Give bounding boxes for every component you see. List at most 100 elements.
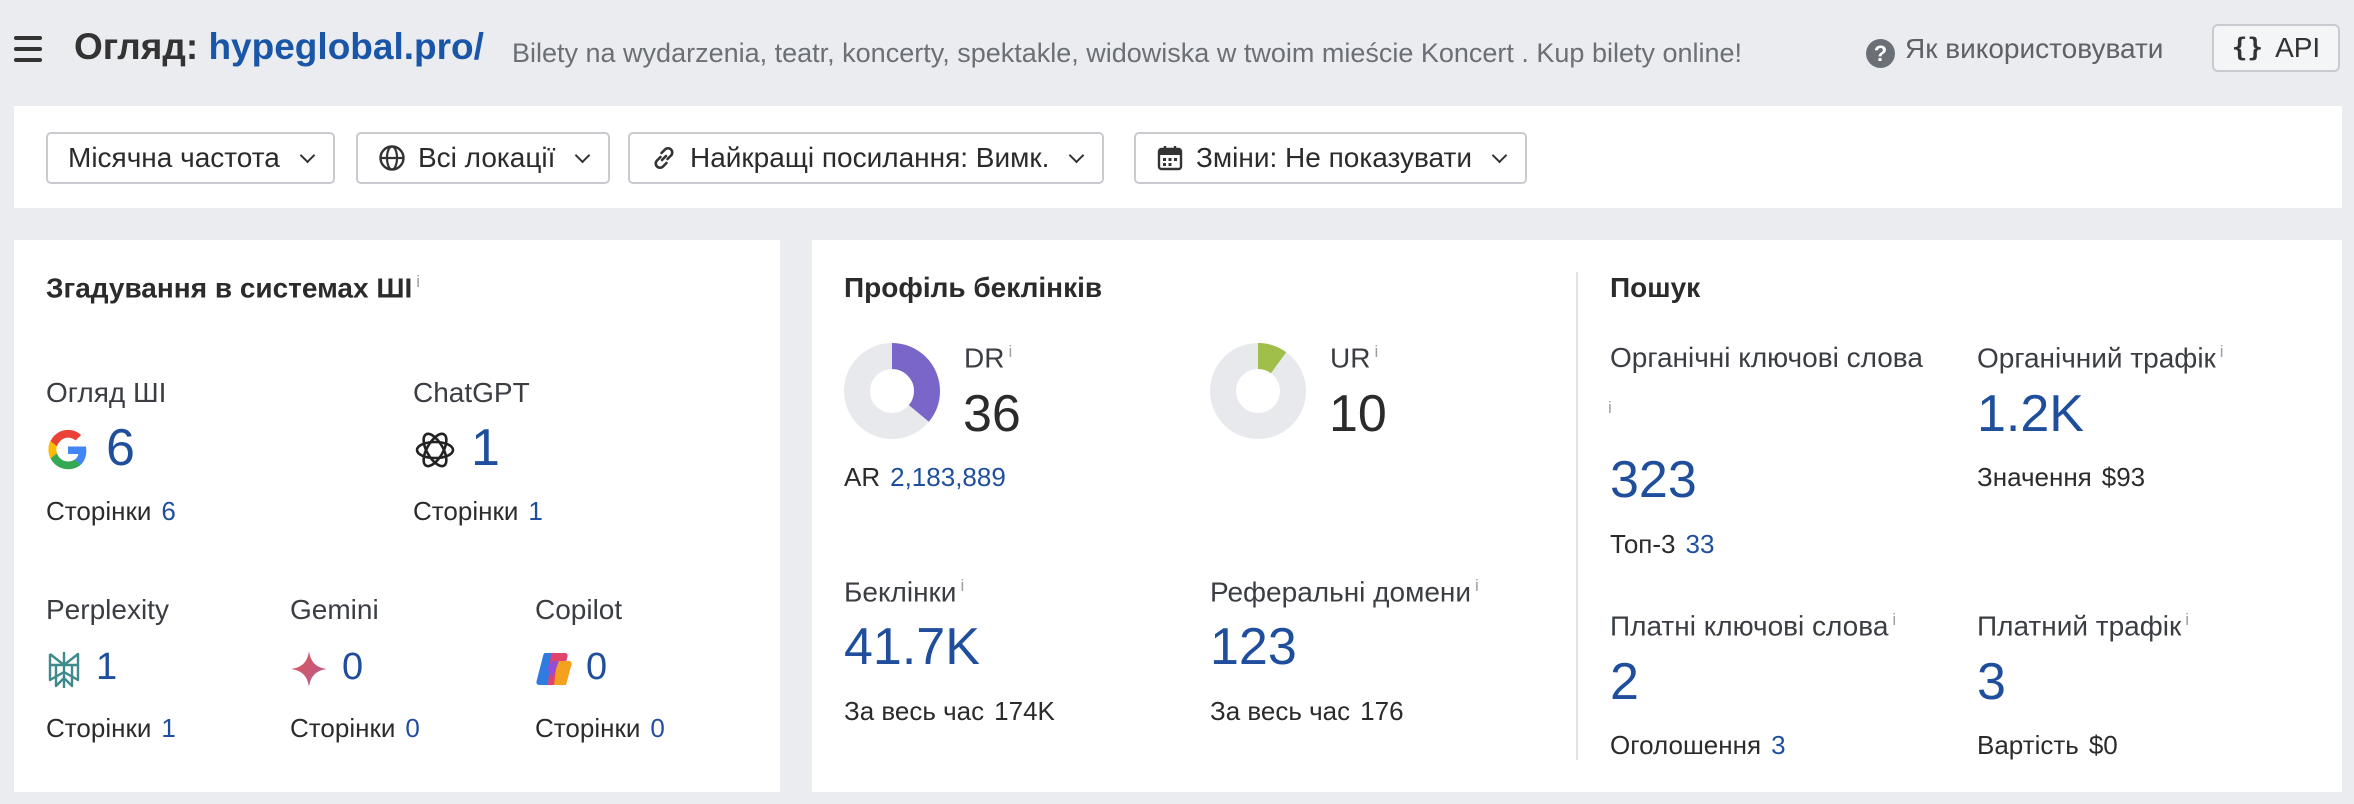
- top3-label: Топ-3: [1610, 529, 1676, 559]
- pages-label: Сторінки: [413, 496, 519, 526]
- organic-traffic-value[interactable]: 1.2K: [1977, 385, 2084, 443]
- backlinks-label-text: Беклінки: [844, 576, 957, 608]
- best-links-dropdown-label: Найкращі посилання: Вимк.: [690, 142, 1050, 173]
- ar-row: AR 2,183,889: [844, 462, 1006, 493]
- filter-bar: Місячна частота Всі локації Найкращі пос…: [14, 106, 2342, 208]
- backlinks-label: Беклінки i: [844, 576, 964, 608]
- ar-label: AR: [844, 462, 881, 492]
- copilot-pages: Сторінки 0: [535, 713, 665, 744]
- backlinks-all-time: За весь час 174K: [844, 696, 1055, 727]
- info-icon[interactable]: i: [2185, 610, 2190, 629]
- top3-value[interactable]: 33: [1685, 529, 1715, 559]
- perplexity-icon: [48, 652, 80, 688]
- cost-row: Вартість $0: [1977, 730, 2118, 761]
- info-icon[interactable]: i: [1475, 576, 1479, 595]
- gemini-pages: Сторінки 0: [290, 713, 420, 744]
- dr-donut: [844, 343, 940, 439]
- ur-value: 10: [1329, 385, 1387, 443]
- paid-traffic-value[interactable]: 3: [1977, 653, 2006, 711]
- pages-label: Сторінки: [290, 713, 396, 743]
- copilot-pages-value[interactable]: 0: [650, 713, 665, 743]
- best-links-dropdown[interactable]: Найкращі посилання: Вимк.: [628, 132, 1105, 184]
- perplexity-value[interactable]: 1: [96, 646, 118, 688]
- info-icon[interactable]: i: [1892, 610, 1897, 629]
- organic-traffic-label: Органічний трафік i: [1977, 342, 2224, 374]
- ai-overview-pages: Сторінки 6: [46, 496, 176, 527]
- chevron-down-icon: [1491, 147, 1508, 163]
- info-icon[interactable]: i: [1374, 342, 1379, 361]
- copilot-value[interactable]: 0: [586, 646, 608, 688]
- hamburger-menu-icon[interactable]: [14, 36, 42, 62]
- chatgpt-value[interactable]: 1: [471, 419, 500, 477]
- dr-donut-arc: [844, 343, 940, 439]
- refdomains-label: Реферальні домени i: [1210, 576, 1479, 608]
- info-icon[interactable]: i: [1608, 398, 1612, 417]
- traffic-value-amount: $93: [2101, 462, 2146, 492]
- paid-keywords-label-text: Платні ключові слова: [1610, 610, 1889, 642]
- refdomains-all-time-value: 176: [1360, 696, 1404, 726]
- ur-label-text: UR: [1330, 342, 1371, 374]
- chatgpt-label: ChatGPT: [413, 377, 530, 408]
- chevron-down-icon: [299, 147, 316, 163]
- ads-row: Оголошення 3: [1610, 730, 1786, 761]
- perplexity-pages-value[interactable]: 1: [161, 713, 176, 743]
- search-title: Пошук: [1610, 272, 1701, 303]
- chatgpt-icon: [415, 432, 455, 468]
- ur-donut: [1210, 343, 1306, 439]
- ai-overview-value[interactable]: 6: [106, 419, 135, 477]
- copilot-label: Copilot: [535, 594, 623, 625]
- backlinks-profile-title: Профіль беклінків: [844, 272, 1103, 303]
- paid-traffic-label: Платний трафік i: [1977, 610, 2189, 642]
- gemini-value[interactable]: 0: [342, 646, 364, 688]
- pages-label: Сторінки: [535, 713, 641, 743]
- refdomains-label-text: Реферальні домени: [1210, 576, 1471, 608]
- changes-dropdown[interactable]: Зміни: Не показувати: [1134, 132, 1527, 184]
- section-divider: [1576, 272, 1578, 760]
- question-icon: ?: [1866, 39, 1895, 68]
- ai-mentions-title: Згадування в системах ШІ i: [46, 272, 420, 304]
- frequency-dropdown[interactable]: Місячна частота: [46, 132, 335, 184]
- backlinks-value[interactable]: 41.7K: [844, 618, 980, 676]
- ai-mentions-card: [14, 240, 780, 792]
- chevron-down-icon: [1069, 147, 1085, 163]
- how-to-use-link[interactable]: ? Як використовувати: [1866, 33, 2163, 68]
- organic-keywords-value[interactable]: 323: [1610, 451, 1697, 509]
- calendar-icon: [1157, 146, 1183, 171]
- copilot-icon: [536, 653, 572, 685]
- info-icon[interactable]: i: [416, 272, 421, 291]
- ur-label: UR i: [1330, 342, 1378, 374]
- info-icon[interactable]: i: [2219, 342, 2224, 361]
- backlinks-all-time-value: 174K: [994, 696, 1055, 726]
- page-title-domain[interactable]: hypeglobal.pro/: [208, 26, 484, 67]
- info-icon[interactable]: i: [960, 576, 965, 595]
- paid-keywords-value[interactable]: 2: [1610, 653, 1639, 711]
- gemini-icon: [291, 651, 327, 687]
- google-icon: [48, 429, 87, 470]
- globe-icon: [379, 145, 405, 171]
- ads-value[interactable]: 3: [1771, 730, 1786, 760]
- ar-value[interactable]: 2,183,889: [890, 462, 1006, 492]
- perplexity-label: Perplexity: [46, 594, 169, 625]
- locations-dropdown[interactable]: Всі локації: [356, 132, 611, 184]
- gemini-label: Gemini: [290, 594, 379, 625]
- paid-keywords-label: Платні ключові слова i: [1610, 610, 1896, 642]
- ai-overview-pages-value[interactable]: 6: [161, 496, 176, 526]
- page-description: Bilety na wydarzenia, teatr, koncerty, s…: [512, 38, 1743, 68]
- api-button[interactable]: {} API: [2212, 24, 2340, 72]
- perplexity-pages: Сторінки 1: [46, 713, 176, 744]
- braces-icon: {}: [2231, 33, 2264, 63]
- traffic-value-row: Значення $93: [1977, 462, 2145, 493]
- ai-mentions-title-text: Згадування в системах ШІ: [46, 272, 413, 304]
- locations-dropdown-label: Всі локації: [418, 142, 556, 173]
- top3-row: Топ-3 33: [1610, 529, 1714, 560]
- organic-keywords-label: Органічні ключові слова: [1610, 342, 1923, 373]
- refdomains-value[interactable]: 123: [1210, 618, 1297, 676]
- gemini-pages-value[interactable]: 0: [405, 713, 420, 743]
- chatgpt-pages-value[interactable]: 1: [528, 496, 543, 526]
- chevron-down-icon: [575, 147, 591, 163]
- organic-traffic-label-text: Органічний трафік: [1977, 342, 2216, 374]
- all-time-label: За весь час: [844, 696, 985, 726]
- dr-value: 36: [963, 385, 1021, 443]
- cost-value: $0: [2088, 730, 2118, 760]
- info-icon[interactable]: i: [1008, 342, 1013, 361]
